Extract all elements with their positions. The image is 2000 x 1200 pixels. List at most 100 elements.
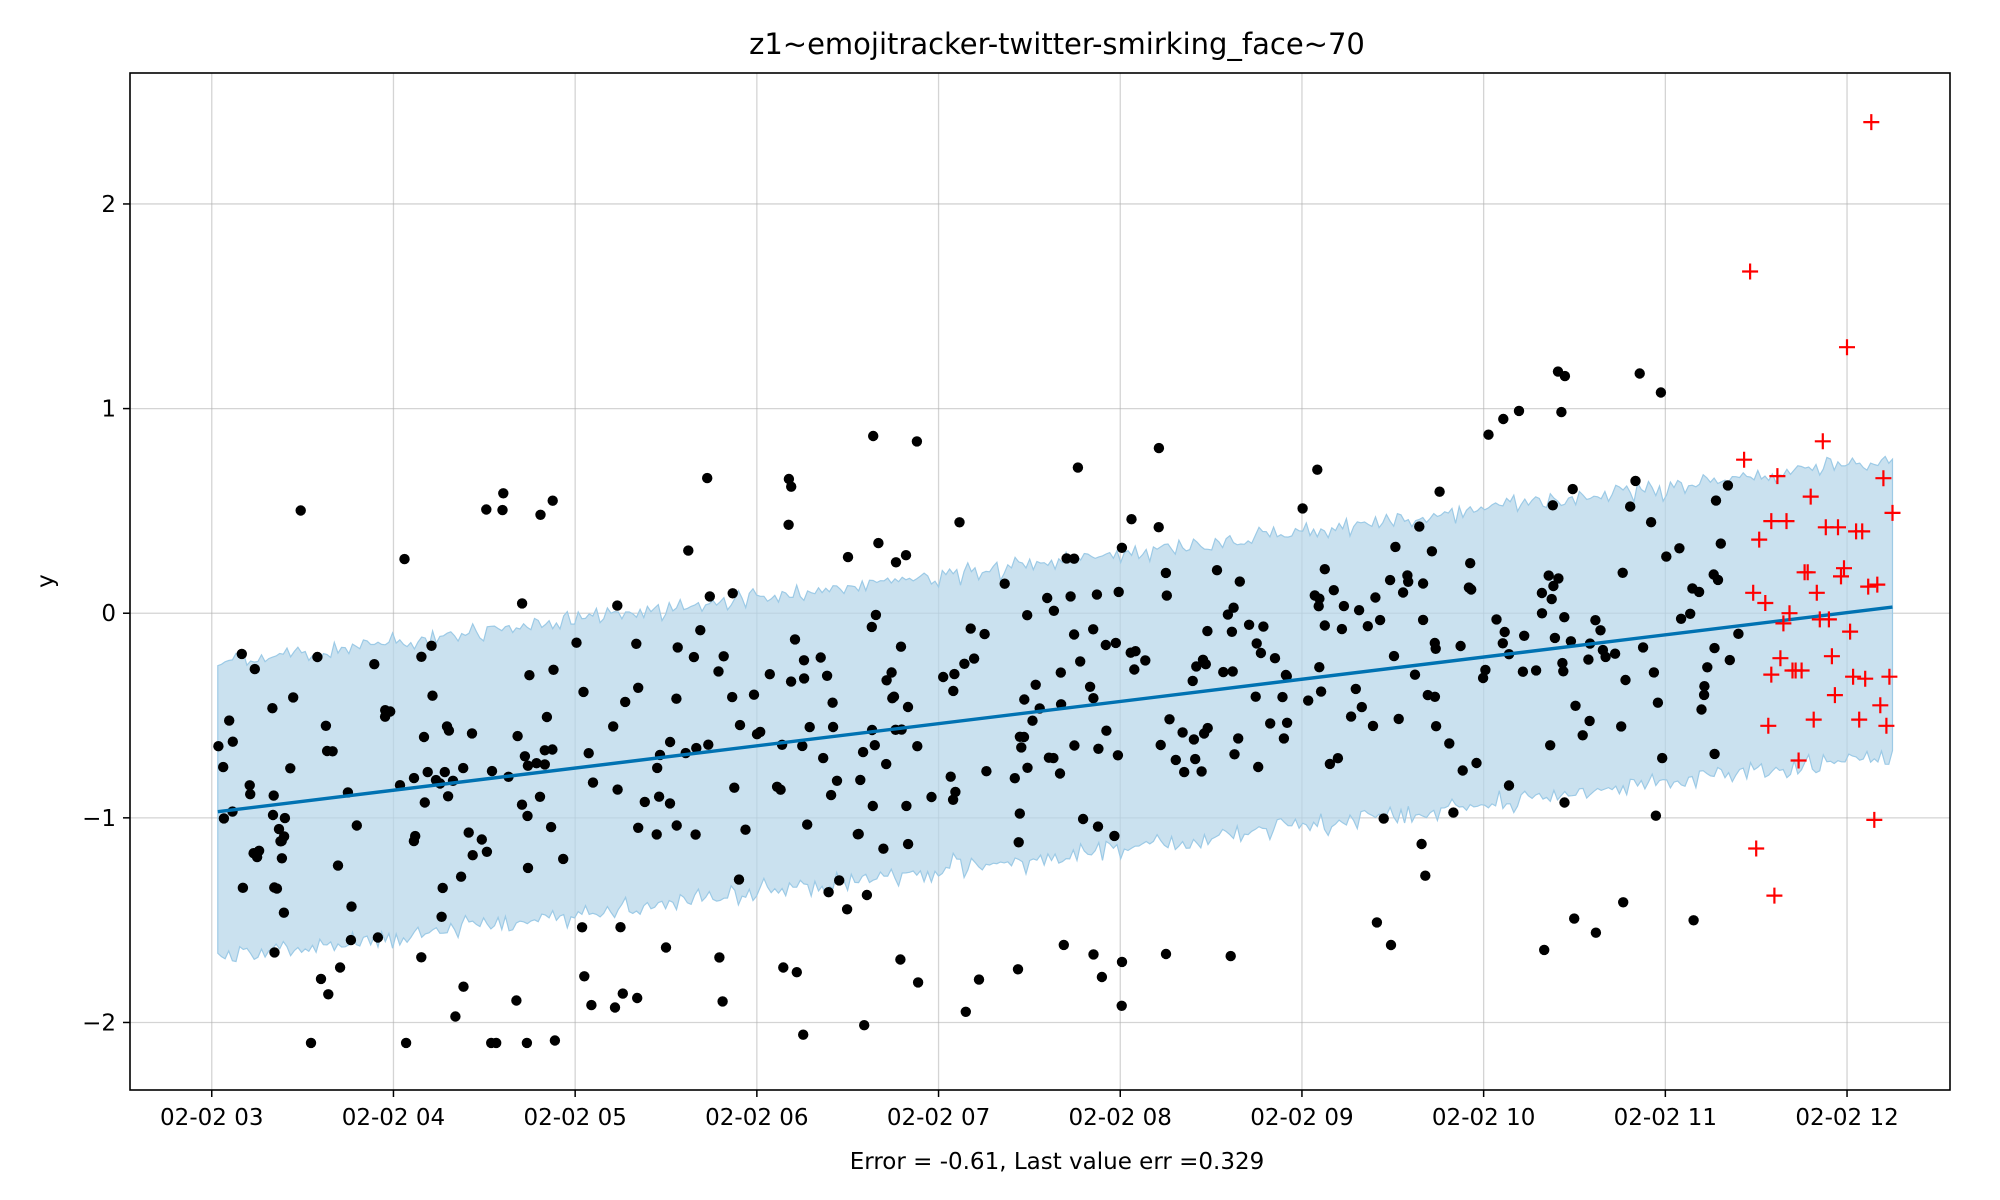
history-point	[1715, 538, 1727, 549]
history-point	[1198, 728, 1210, 739]
history-point	[617, 988, 628, 999]
history-point	[1463, 582, 1475, 593]
y-axis-ticks: 2 1 0 −1 −2	[82, 192, 130, 1036]
history-point	[1420, 870, 1431, 881]
history-point	[408, 772, 420, 784]
history-point	[323, 989, 334, 1000]
history-point	[1547, 500, 1559, 511]
history-point	[702, 472, 713, 484]
history-point	[740, 824, 751, 835]
history-point	[827, 721, 839, 733]
history-point	[476, 834, 487, 845]
history-point	[535, 509, 546, 520]
history-point	[1112, 750, 1124, 761]
history-point	[1202, 625, 1213, 637]
test-point	[1793, 662, 1810, 679]
history-point	[1088, 624, 1099, 635]
history-point	[1314, 662, 1325, 673]
history-point	[1637, 642, 1649, 653]
history-point	[938, 671, 949, 683]
history-point	[1590, 927, 1602, 938]
history-point	[346, 901, 357, 912]
history-point	[1570, 700, 1581, 711]
history-point	[1374, 614, 1386, 626]
history-point	[890, 557, 902, 568]
history-point	[1196, 766, 1207, 777]
test-point	[1845, 668, 1862, 685]
history-point	[1319, 564, 1331, 575]
history-point	[1498, 413, 1509, 425]
history-point	[576, 922, 588, 933]
history-point	[965, 623, 976, 634]
history-point	[1101, 725, 1112, 736]
history-point	[1345, 711, 1357, 722]
history-point	[821, 670, 833, 681]
history-point	[764, 669, 775, 680]
test-point	[1808, 584, 1825, 601]
history-point	[900, 550, 912, 561]
test-point	[1790, 752, 1807, 769]
history-point	[831, 775, 843, 786]
history-point	[1652, 697, 1664, 708]
test-point	[1766, 887, 1783, 904]
history-point	[267, 703, 278, 714]
history-point	[1362, 621, 1374, 632]
x-tick-label: 02-02 06	[705, 1105, 808, 1131]
history-point	[1385, 939, 1397, 951]
history-point	[1497, 638, 1509, 649]
history-point	[1648, 667, 1660, 678]
history-point	[1312, 464, 1323, 475]
history-point	[852, 829, 863, 840]
history-point	[664, 736, 676, 748]
history-point	[1188, 734, 1200, 745]
history-point	[1609, 648, 1621, 659]
history-point	[608, 721, 619, 732]
history-point	[1061, 553, 1072, 564]
history-point	[1278, 733, 1290, 744]
test-point	[1763, 513, 1780, 530]
history-point	[1281, 671, 1293, 682]
history-point	[1332, 753, 1344, 764]
history-point	[1688, 915, 1699, 926]
history-point	[1546, 593, 1557, 605]
history-point	[1227, 666, 1238, 677]
history-point	[867, 800, 878, 812]
history-point	[519, 751, 531, 762]
history-point	[653, 791, 665, 802]
history-point	[1699, 681, 1710, 692]
history-point	[1065, 591, 1076, 602]
history-point	[539, 759, 550, 770]
history-point	[312, 651, 323, 663]
history-point	[1068, 629, 1080, 640]
history-point	[1625, 501, 1636, 512]
history-point	[717, 996, 728, 1007]
history-point	[1483, 429, 1494, 440]
history-point	[1595, 625, 1606, 636]
history-point	[587, 777, 599, 788]
history-point	[1583, 654, 1594, 665]
history-point	[1153, 442, 1165, 454]
history-point	[1084, 681, 1096, 692]
history-point	[466, 728, 478, 739]
history-point	[1539, 944, 1550, 956]
history-point	[1211, 565, 1223, 576]
history-point	[683, 545, 694, 556]
history-point	[534, 791, 546, 802]
history-point	[305, 1037, 317, 1049]
history-point	[1140, 655, 1151, 666]
test-point	[1836, 560, 1852, 577]
history-point	[422, 766, 433, 778]
history-point	[1012, 964, 1024, 975]
history-point	[1536, 608, 1548, 619]
history-point	[785, 676, 797, 687]
history-point	[227, 736, 238, 747]
history-point	[320, 720, 332, 731]
history-point	[1191, 661, 1202, 672]
history-point	[798, 655, 810, 666]
history-point	[981, 766, 992, 777]
history-point	[878, 843, 889, 854]
history-point	[1014, 808, 1025, 819]
history-point	[1253, 761, 1264, 773]
history-point	[688, 651, 700, 663]
history-point	[1092, 821, 1104, 832]
